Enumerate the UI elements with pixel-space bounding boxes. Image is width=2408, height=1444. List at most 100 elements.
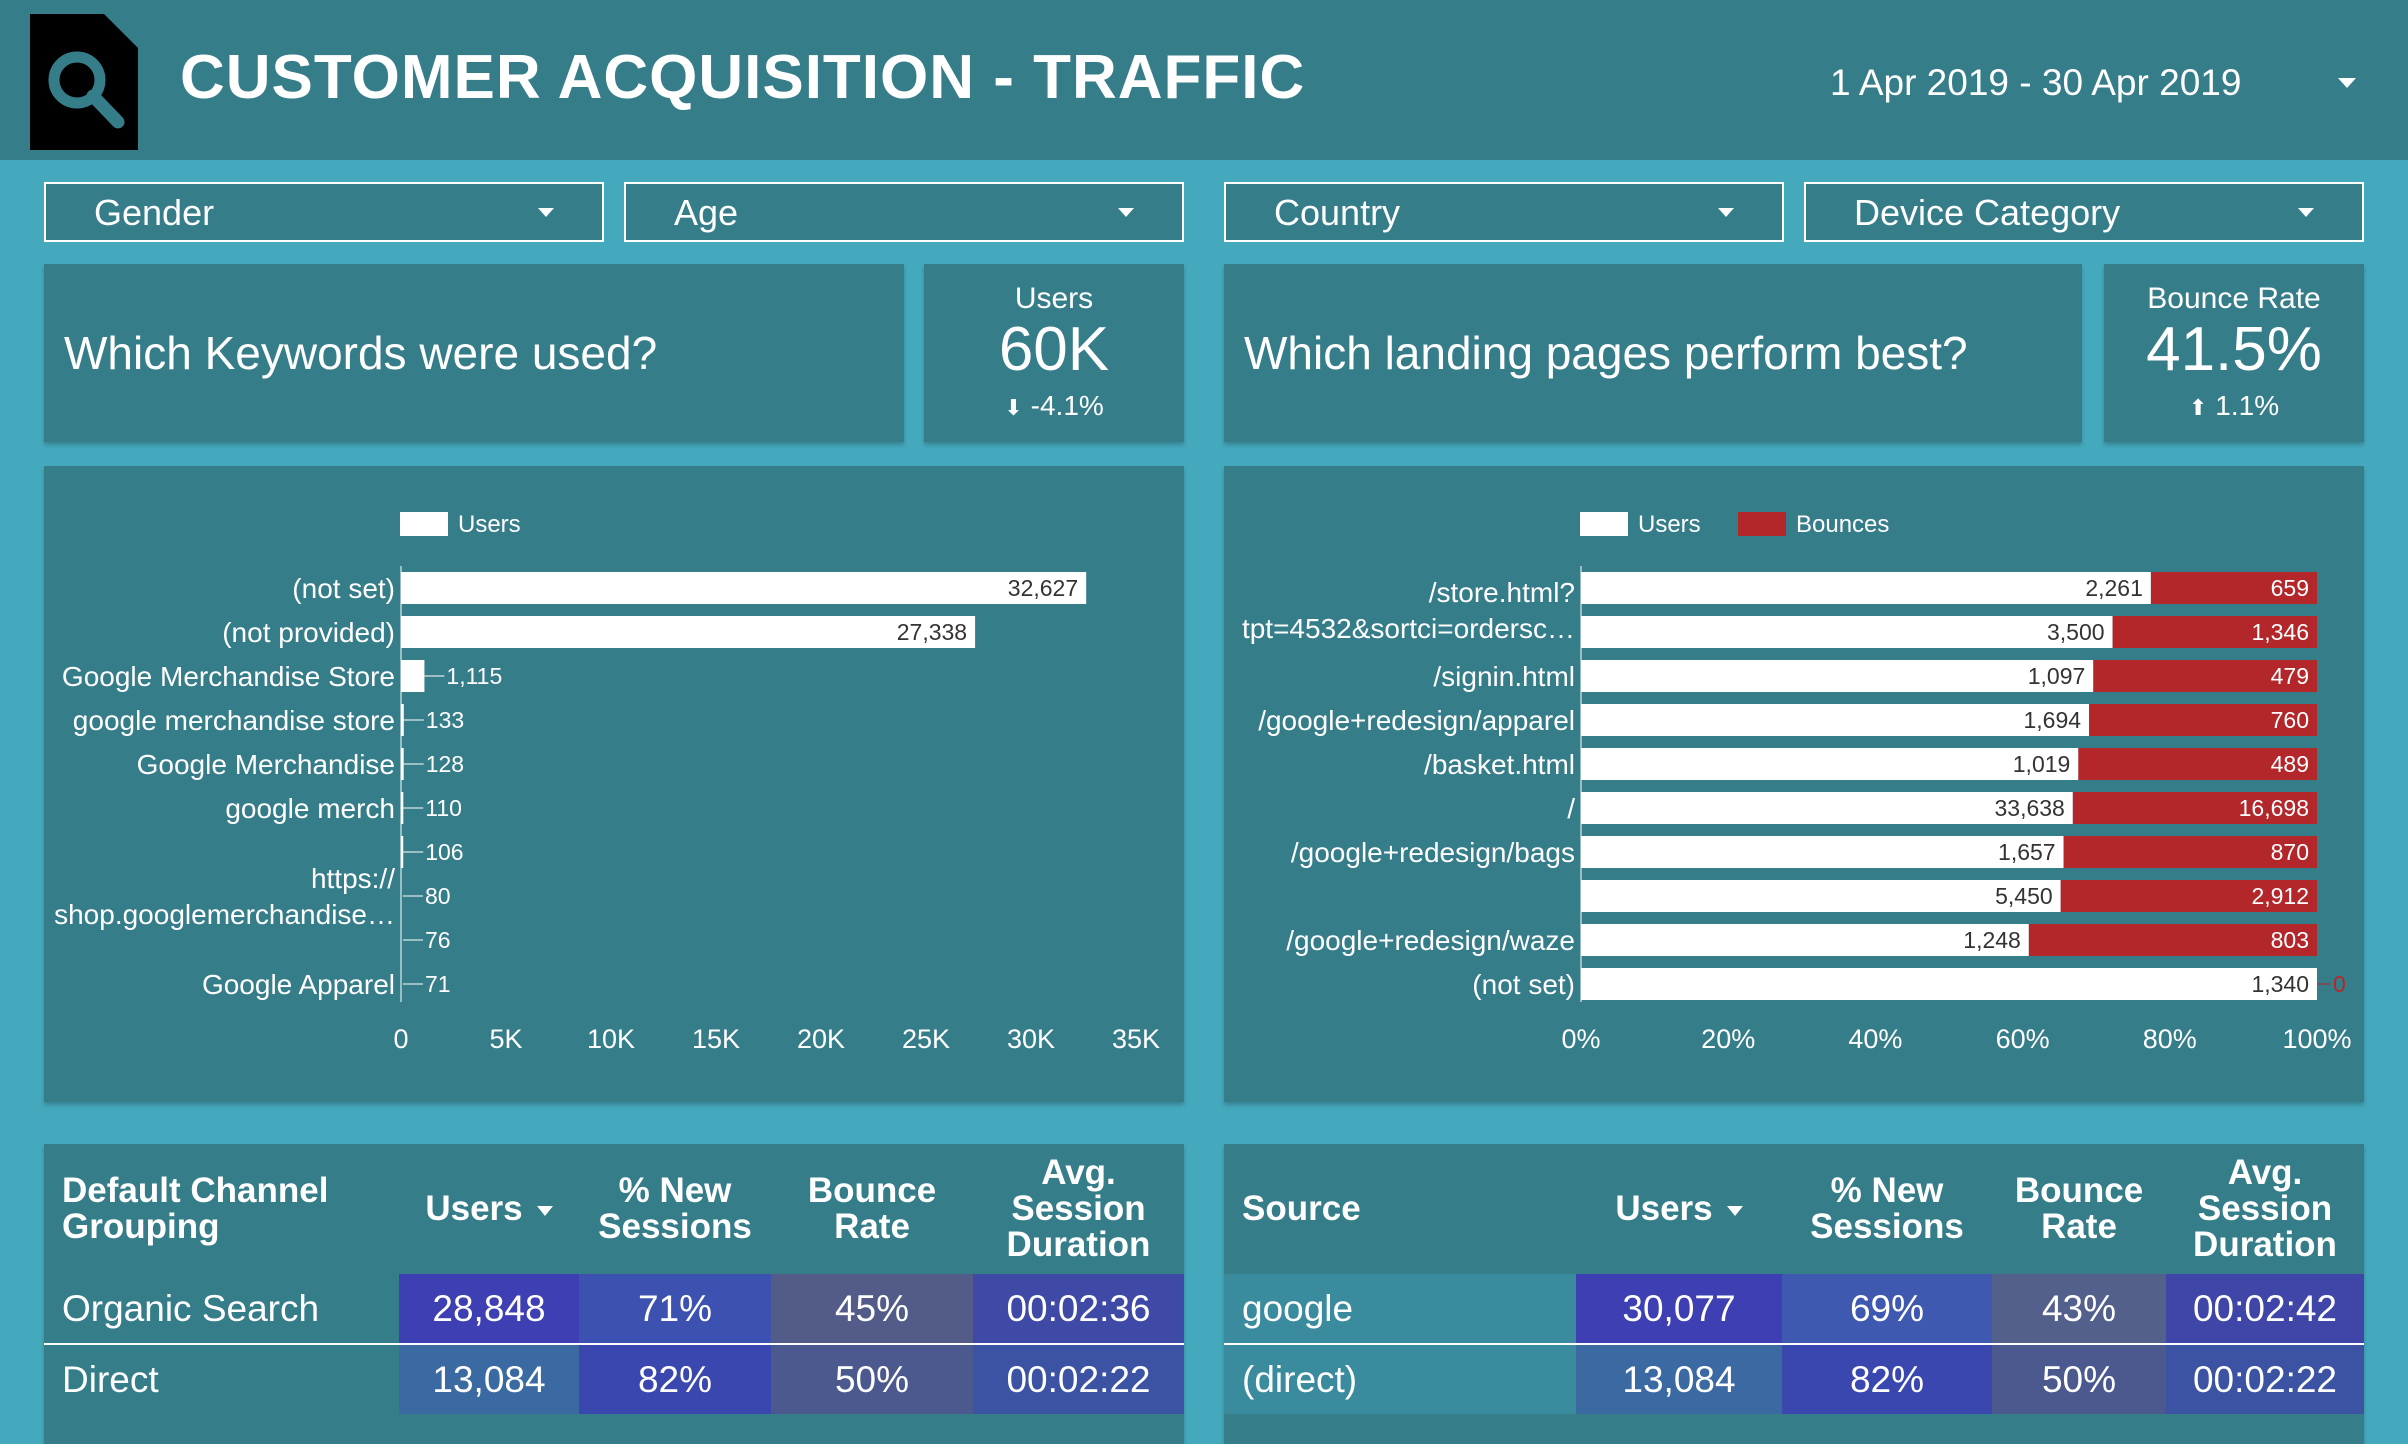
data-label: 2,261 [2085, 575, 2143, 601]
bar [401, 748, 404, 780]
table-cell: 13,084 [1576, 1344, 1782, 1414]
filter-country[interactable]: Country [1224, 182, 1784, 242]
table-row[interactable]: Organic Search 28,848 71% 45% 00:02:36 [44, 1274, 1184, 1345]
data-label: 33,638 [1994, 795, 2064, 821]
x-tick-label: 40% [1848, 1024, 1902, 1054]
column-header-sorted[interactable]: Users [1576, 1144, 1782, 1274]
filter-device-category[interactable]: Device Category [1804, 182, 2364, 242]
data-label: 5,450 [1995, 883, 2053, 909]
chevron-down-icon[interactable] [2338, 78, 2356, 88]
x-tick-label: 0% [1561, 1024, 1600, 1054]
chevron-down-icon [1718, 208, 1734, 217]
column-header[interactable]: Bounce Rate [807, 1171, 937, 1246]
filter-label: Gender [94, 192, 215, 233]
column-header[interactable]: Bounce Rate [2014, 1171, 2144, 1246]
table-cell: 00:02:22 [2166, 1344, 2364, 1414]
data-label: 1,115 [446, 663, 502, 689]
bar [401, 572, 1087, 604]
delta-value: 1.1% [2215, 390, 2280, 421]
bar-users [1581, 968, 2317, 1000]
data-label: 760 [2271, 707, 2309, 733]
column-header[interactable]: % New Sessions [598, 1171, 752, 1246]
table-row[interactable]: google 30,077 69% 43% 00:02:42 [1224, 1274, 2364, 1345]
category-label: (not provided) [222, 617, 395, 648]
data-label: 1,340 [2251, 971, 2309, 997]
category-label: google merchandise store [73, 705, 395, 736]
page-title: CUSTOMER ACQUISITION - TRAFFIC [180, 43, 1306, 112]
data-label: 16,698 [2239, 795, 2309, 821]
column-header[interactable]: Avg. Session Duration [2193, 1153, 2337, 1264]
arrow-up-icon: ⬆ [2188, 395, 2208, 420]
filter-age[interactable]: Age [624, 182, 1184, 242]
table-cell: 00:02:36 [973, 1274, 1184, 1345]
bar-users [1581, 748, 2079, 780]
column-header[interactable]: % New Sessions [1810, 1171, 1964, 1246]
bar-bounces [2028, 924, 2317, 956]
data-label: 133 [426, 707, 464, 733]
table-row[interactable]: (direct) 13,084 82% 50% 00:02:22 [1224, 1344, 2364, 1414]
bar-users [1581, 572, 2151, 604]
landing-pages-stacked-chart: Users Bounces/store.html? tpt=4532&sortci=… [1242, 511, 2352, 1054]
sort-desc-icon [1726, 1205, 1743, 1216]
bar-users [1581, 924, 2029, 956]
table-cell: Direct [62, 1358, 159, 1400]
scorecard-label: Users [1014, 282, 1094, 315]
bar-bounces [2063, 836, 2317, 868]
table-cell: 43% [1992, 1274, 2166, 1345]
column-header-sorted[interactable]: Users [399, 1144, 579, 1274]
data-label: 479 [2271, 663, 2309, 689]
column-header[interactable]: Default Channel Grouping [62, 1171, 329, 1246]
keywords-chart-panel: Users (not set) (not provided) Google Merch… [44, 466, 1184, 1102]
data-label: 106 [425, 839, 463, 865]
date-range-picker[interactable]: 1 Apr 2019 - 30 Apr 2019 [1830, 62, 2242, 103]
x-tick-label: 35K [1112, 1024, 1160, 1054]
x-tick-label: 80% [2143, 1024, 2197, 1054]
table-cell: google [1224, 1274, 1576, 1345]
column-header[interactable]: Avg. Session Duration [1006, 1153, 1151, 1264]
table-row[interactable]: Direct 13,084 82% 50% 00:02:22 [44, 1344, 1184, 1414]
category-label: /signin.html [1433, 661, 1575, 692]
filter-gender[interactable]: Gender [44, 182, 604, 242]
data-label: 1,657 [1998, 839, 2056, 865]
bar [401, 660, 425, 692]
table-cell: 69% [1782, 1274, 1992, 1345]
data-label: 803 [2271, 927, 2309, 953]
bar-bounces [2072, 792, 2317, 824]
x-tick-label: 10K [587, 1024, 635, 1054]
bar-bounces [2078, 748, 2317, 780]
scorecard-label: Bounce Rate [2147, 282, 2321, 315]
x-tick-label: 20K [797, 1024, 845, 1054]
bar [401, 792, 404, 824]
table-cell: 45% [771, 1274, 973, 1345]
x-tick-label: 0 [393, 1024, 408, 1054]
scorecard-value: 60K [998, 315, 1110, 384]
bar-users [1581, 836, 2064, 868]
category-label: /google+redesign/apparel [1258, 705, 1575, 736]
bar-users [1581, 616, 2113, 648]
bar [401, 836, 404, 868]
x-tick-label: 20% [1701, 1024, 1755, 1054]
data-label: 1,097 [2028, 663, 2086, 689]
table-cell: 28,848 [399, 1274, 579, 1345]
data-label: 2,912 [2251, 883, 2309, 909]
legend-swatch [1580, 512, 1628, 536]
legend-swatch [1738, 512, 1786, 536]
category-label: google merch [225, 793, 395, 824]
legend-label: Bounces [1796, 511, 1889, 538]
filter-label: Country [1274, 192, 1401, 233]
keywords-question: Which Keywords were used? [64, 327, 658, 379]
category-label: (not set) [292, 573, 395, 604]
table-cell: 50% [1992, 1344, 2166, 1414]
data-label: 659 [2271, 575, 2309, 601]
legend-swatch [400, 512, 448, 536]
table-cell: Organic Search [44, 1274, 399, 1345]
arrow-down-icon: ⬇ [1004, 395, 1023, 420]
column-header[interactable]: Source [1242, 1189, 1361, 1228]
bar-users [1581, 880, 2061, 912]
data-label: 71 [425, 971, 451, 997]
scorecard-delta: ⬇ -4.1% [924, 390, 1184, 422]
category-label: (not set) [1472, 969, 1575, 1000]
table-cell: 13,084 [399, 1344, 579, 1414]
chevron-down-icon [2298, 208, 2314, 217]
data-label: 1,346 [2251, 619, 2309, 645]
